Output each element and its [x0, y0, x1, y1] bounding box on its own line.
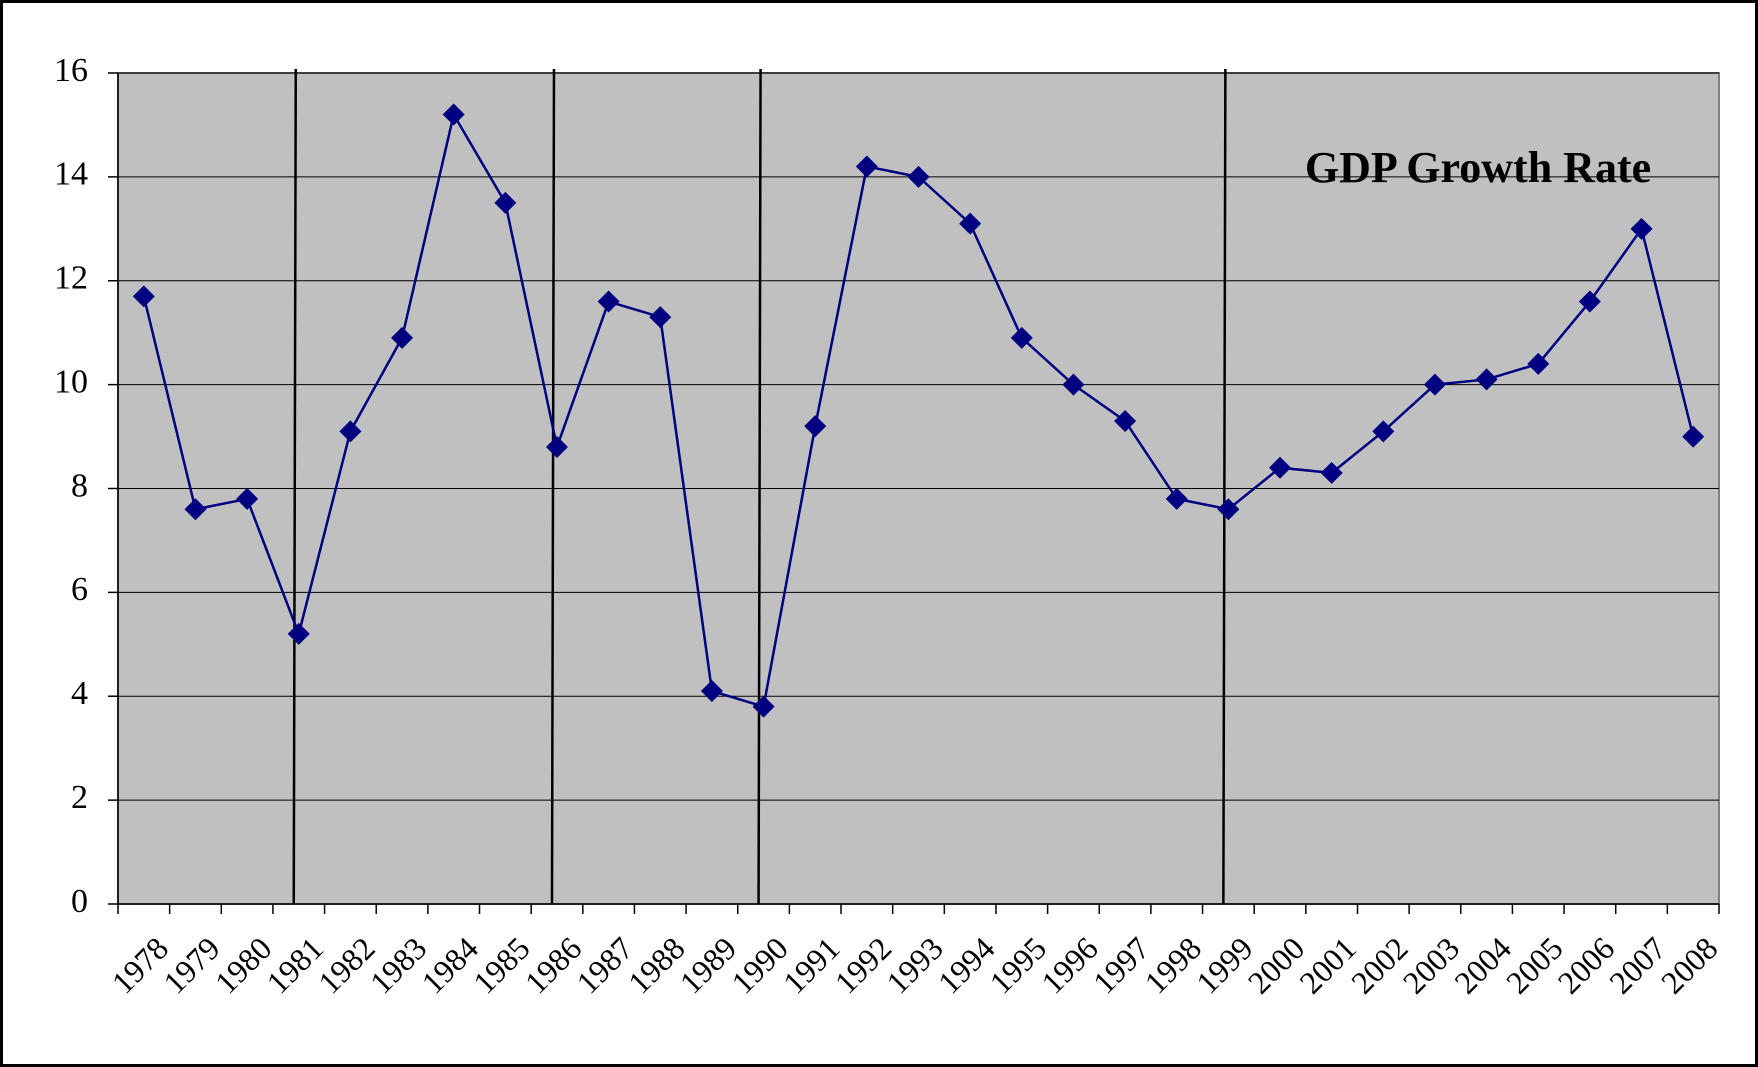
data-point	[752, 695, 775, 718]
data-point	[700, 680, 723, 703]
data-point	[1682, 425, 1705, 448]
data-point	[494, 191, 517, 214]
data-point	[855, 155, 878, 178]
data-point	[1630, 217, 1653, 240]
data-point	[804, 415, 827, 438]
data-point	[959, 212, 982, 235]
data-point	[1372, 420, 1395, 443]
data-point	[649, 306, 672, 329]
data-point	[1423, 373, 1446, 396]
data-point	[132, 285, 155, 308]
y-tick-label: 4	[71, 675, 88, 712]
period-divider	[757, 68, 762, 905]
y-tick-label: 2	[71, 779, 88, 816]
data-point	[1062, 373, 1085, 396]
y-tick-label: 0	[71, 883, 88, 920]
data-point	[391, 326, 414, 349]
data-point	[907, 165, 930, 188]
chart-title: GDP Growth Rate	[1305, 143, 1651, 192]
data-point	[184, 498, 207, 521]
data-point	[1165, 487, 1188, 510]
y-tick-label: 8	[71, 467, 88, 504]
data-point	[1269, 456, 1292, 479]
data-point	[1217, 498, 1240, 521]
data-point	[1320, 461, 1343, 484]
data-point	[1527, 352, 1550, 375]
data-point	[1114, 409, 1137, 432]
data-point	[287, 622, 310, 645]
data-point	[597, 290, 620, 313]
data-point	[1010, 326, 1033, 349]
data-point	[1475, 368, 1498, 391]
y-tick-label: 6	[71, 571, 88, 608]
y-tick-label: 12	[54, 260, 88, 297]
period-divider	[550, 68, 556, 905]
data-point	[442, 103, 465, 126]
data-point	[1578, 290, 1601, 313]
y-tick-label: 16	[54, 52, 88, 89]
period-divider	[1222, 68, 1227, 905]
period-divider	[292, 68, 298, 905]
y-tick-label: 14	[54, 156, 88, 193]
y-tick-label: 10	[54, 363, 88, 400]
data-point	[545, 435, 568, 458]
data-point	[236, 487, 259, 510]
data-point	[339, 420, 362, 443]
